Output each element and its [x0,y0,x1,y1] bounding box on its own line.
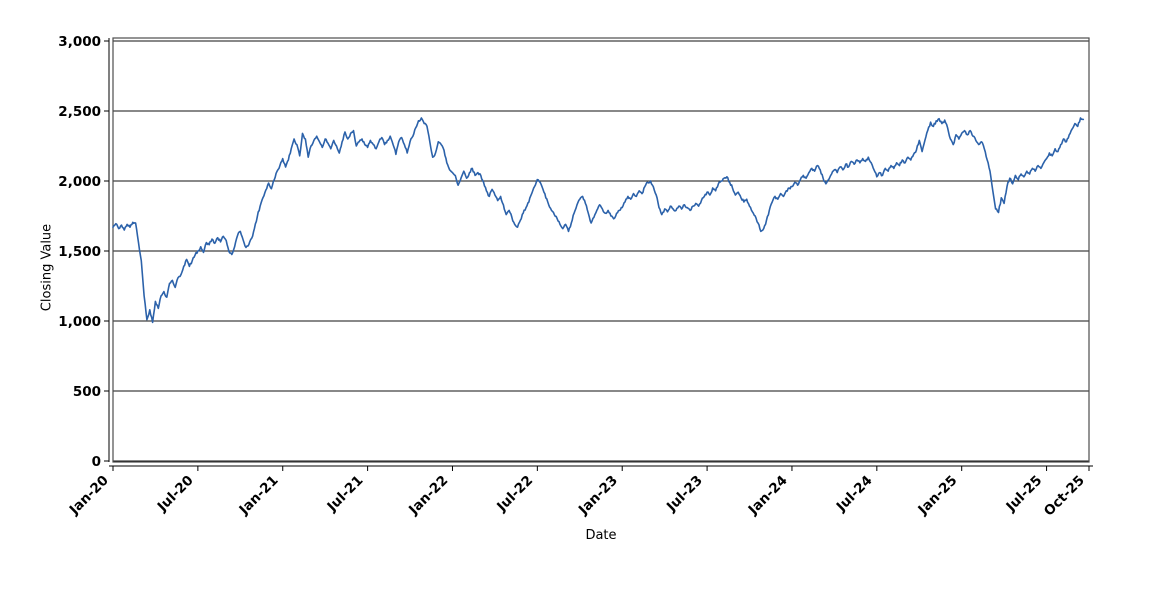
x-tick-label: Jul-21 [324,473,367,516]
x-tick-label: Jul-20 [154,473,197,516]
x-tick-label: Jul-25 [1003,473,1046,516]
y-tick-label: 0 [92,454,101,470]
x-tick-label: Jan-25 [914,473,960,519]
x-tick-label: Oct-25 [1041,473,1088,520]
y-tick-label: 1,000 [58,314,101,330]
y-tick-label: 1,500 [58,244,101,260]
x-axis-title: Date [585,528,617,543]
y-tick-label: 500 [73,384,101,400]
x-tick-label: Jan-23 [575,473,621,519]
x-tick-label: Jan-22 [405,473,451,519]
closing-value-series [112,117,1085,324]
x-tick-label: Jul-24 [833,473,876,516]
y-axis-title: Closing Value [39,223,55,312]
x-tick-label: Jan-20 [66,473,112,519]
x-tick-label: Jul-23 [663,473,706,516]
y-tick-label: 2,500 [58,104,101,120]
plot-frame [112,37,1090,463]
x-tick-label: Jan-24 [745,473,791,519]
x-tick-label: Jan-21 [236,473,282,519]
x-tick-label: Jul-22 [493,473,536,516]
y-tick-label: 3,000 [58,34,101,50]
y-tick-label: 2,000 [58,174,101,190]
